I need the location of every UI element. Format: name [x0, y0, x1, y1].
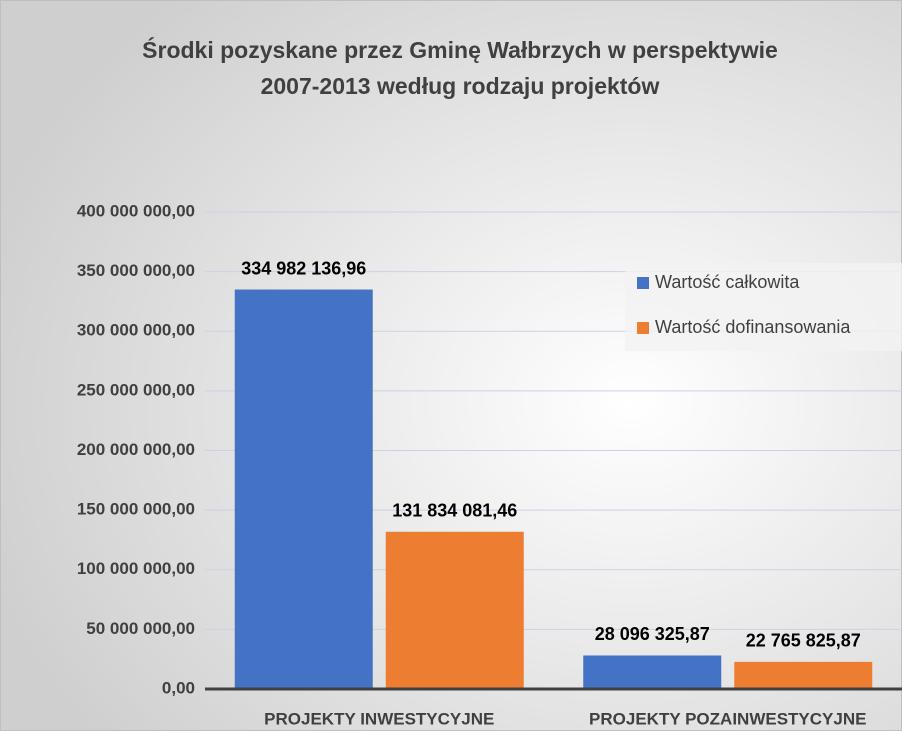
legend-box [625, 263, 902, 351]
chart-title: Środki pozyskane przez Gminę Wałbrzych w… [142, 36, 778, 63]
y-tick-label: 100 000 000,00 [77, 559, 195, 578]
y-tick-label: 250 000 000,00 [77, 380, 195, 399]
bar [583, 655, 722, 689]
legend-swatch [637, 322, 649, 334]
x-tick-label: PROJEKTY INWESTYCYJNE [264, 709, 494, 728]
legend-label: Wartość dofinansowania [655, 317, 851, 337]
y-tick-label: 150 000 000,00 [77, 500, 195, 519]
y-tick-label: 50 000 000,00 [86, 619, 195, 638]
data-label: 334 982 136,96 [241, 258, 366, 278]
bar [234, 289, 373, 689]
data-label: 28 096 325,87 [595, 624, 710, 644]
chart-title: 2007-2013 według rodzaju projektów [261, 73, 660, 99]
bar [385, 531, 524, 689]
y-tick-label: 300 000 000,00 [77, 321, 195, 340]
data-label: 22 765 825,87 [746, 631, 861, 651]
data-label: 131 834 081,46 [392, 501, 517, 521]
y-tick-label: 200 000 000,00 [77, 440, 195, 459]
legend-label: Wartość całkowita [655, 272, 800, 292]
bar [734, 661, 873, 689]
x-tick-label: PROJEKTY POZAINWESTYCYJNE [589, 709, 866, 728]
y-tick-label: 400 000 000,00 [77, 201, 195, 220]
legend-swatch [637, 277, 649, 289]
y-tick-label: 350 000 000,00 [77, 261, 195, 280]
y-tick-label: 0,00 [162, 678, 195, 697]
